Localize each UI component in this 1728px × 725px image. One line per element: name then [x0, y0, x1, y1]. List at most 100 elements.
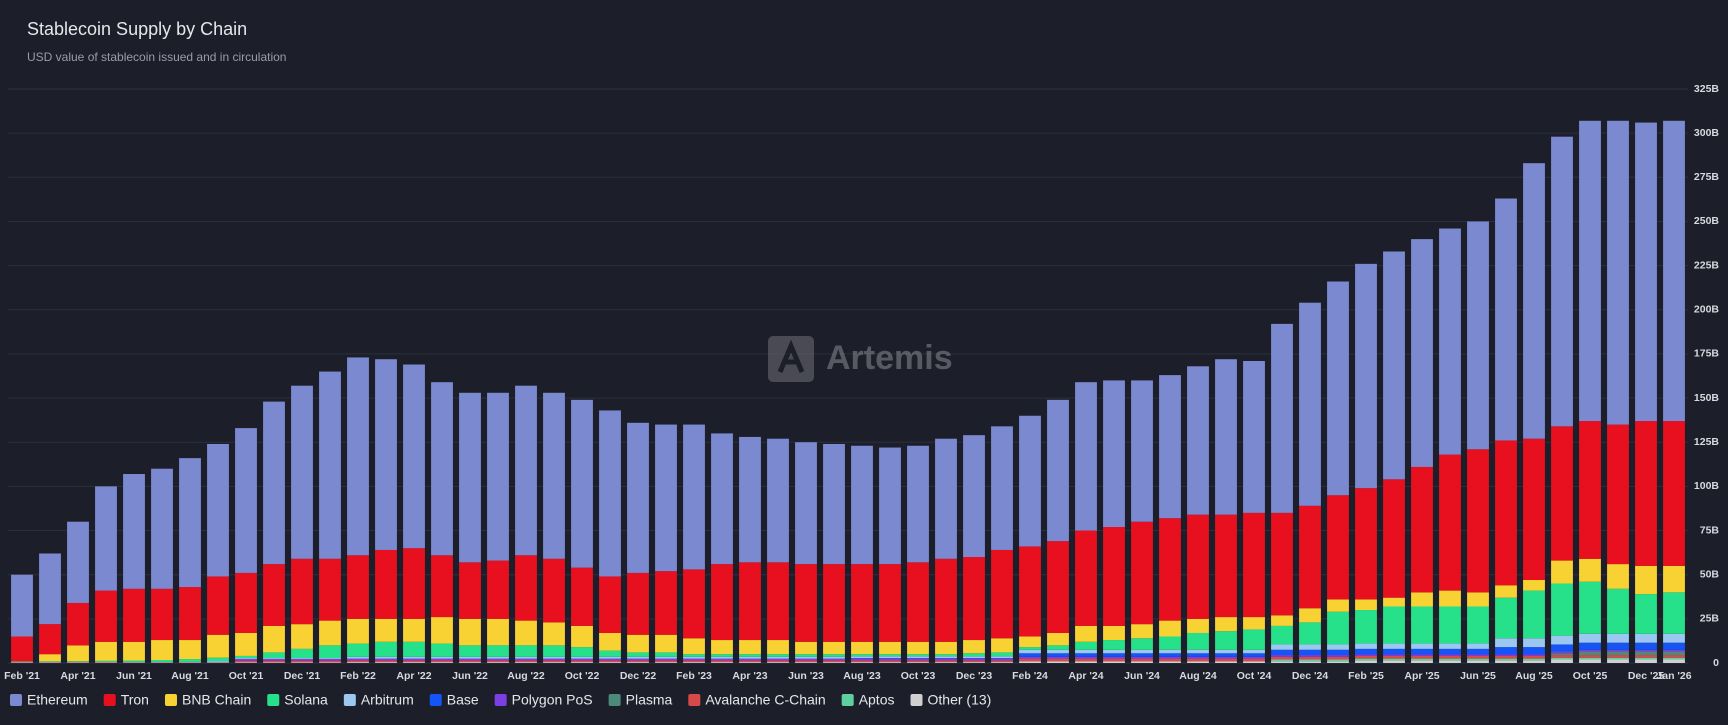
- bar-segment: [459, 662, 481, 663]
- bar-segment: [1411, 467, 1433, 592]
- bar-segment: [879, 656, 901, 658]
- bar-segment: [1271, 657, 1293, 660]
- bar-segment: [1047, 650, 1069, 654]
- bar-segment: [879, 564, 901, 642]
- bar-segment: [67, 522, 89, 603]
- y-tick-label: 200B: [1694, 304, 1720, 316]
- bar-segment: [683, 660, 705, 662]
- bar-segment: [711, 433, 733, 564]
- bar-segment: [1355, 644, 1377, 649]
- bar-segment: [655, 657, 677, 659]
- bar-segment: [1215, 515, 1237, 617]
- bar-segment: [235, 428, 257, 573]
- bar-segment: [795, 657, 817, 659]
- bar-segment: [1439, 654, 1461, 656]
- bar-segment: [907, 642, 929, 654]
- bar-segment: [1131, 638, 1153, 649]
- x-tick-label: Jun '23: [788, 670, 824, 682]
- bar-segment: [179, 659, 201, 662]
- bar-segment: [655, 635, 677, 653]
- bar-segment: [1215, 650, 1237, 654]
- bar-segment: [655, 652, 677, 656]
- bar-segment: [515, 386, 537, 556]
- x-tick-label: Apr '21: [60, 670, 95, 682]
- bar-segment: [963, 435, 985, 557]
- bar-segment: [1495, 647, 1517, 654]
- bar-segment: [683, 425, 705, 570]
- bar-segment: [1607, 655, 1629, 658]
- bar-segment: [851, 642, 873, 654]
- bar-segment: [1607, 121, 1629, 425]
- bar-segment: [1635, 421, 1657, 566]
- bar-segment: [291, 661, 313, 663]
- bar-segment: [571, 400, 593, 568]
- x-tick-label: Feb '25: [1348, 670, 1384, 682]
- bar-segment: [851, 659, 873, 661]
- bar-segment: [991, 426, 1013, 550]
- bar-segment: [935, 559, 957, 642]
- bar-segment: [1243, 657, 1265, 659]
- bar-segment: [655, 425, 677, 572]
- bar-segment: [627, 659, 649, 661]
- bar-segment: [1663, 659, 1685, 663]
- chart-title: Stablecoin Supply by Chain: [27, 19, 247, 39]
- legend-label: Base: [447, 692, 479, 708]
- bar-segment: [1635, 655, 1657, 658]
- x-tick-label: Aug '25: [1515, 670, 1553, 682]
- bar-segment: [795, 662, 817, 663]
- bar-segment: [1271, 644, 1293, 649]
- bar-segment: [1075, 626, 1097, 642]
- bar-segment: [1103, 380, 1125, 527]
- x-tick-label: Feb '23: [676, 670, 712, 682]
- bar-segment: [459, 645, 481, 656]
- bar-segment: [1635, 594, 1657, 634]
- bar-segment: [1523, 580, 1545, 591]
- bar-segment: [1607, 634, 1629, 643]
- bar-segment: [1243, 650, 1265, 654]
- bar-segment: [571, 660, 593, 662]
- legend-swatch: [609, 694, 621, 706]
- bar-segment: [39, 654, 61, 661]
- y-tick-label: 325B: [1694, 83, 1720, 95]
- bar-segment: [1215, 653, 1237, 657]
- bar-segment: [515, 659, 537, 661]
- bar-segment: [627, 660, 649, 662]
- bar-segment: [319, 658, 341, 659]
- x-tick-label: Apr '24: [1068, 670, 1103, 682]
- bar-segment: [1159, 621, 1181, 637]
- bar-segment: [1495, 440, 1517, 585]
- bar-segment: [711, 640, 733, 654]
- bar-segment: [39, 624, 61, 654]
- bar-segment: [1663, 566, 1685, 592]
- bar-segment: [1075, 661, 1097, 663]
- bar-segment: [1271, 324, 1293, 513]
- bar-segment: [431, 659, 453, 661]
- bar-segment: [1159, 659, 1181, 662]
- bar-segment: [1327, 661, 1349, 663]
- bar-segment: [1019, 637, 1041, 648]
- bar-segment: [767, 660, 789, 662]
- bar-segment: [1607, 643, 1629, 650]
- bar-segment: [1075, 657, 1097, 659]
- bar-segment: [795, 564, 817, 642]
- bar-segment: [1103, 527, 1125, 626]
- bar-segment: [95, 662, 117, 663]
- bar-segment: [1383, 660, 1405, 663]
- bar-segment: [991, 550, 1013, 638]
- bar-segment: [1215, 659, 1237, 662]
- bar-segment: [879, 448, 901, 565]
- bar-segment: [151, 660, 173, 662]
- bar-segment: [1439, 606, 1461, 643]
- bar-segment: [571, 626, 593, 647]
- bar-segment: [123, 662, 145, 663]
- bar-segment: [1579, 121, 1601, 421]
- bar-segment: [767, 657, 789, 659]
- bar-segment: [907, 446, 929, 563]
- bar-segment: [991, 652, 1013, 656]
- bar-segment: [291, 649, 313, 658]
- y-tick-label: 300B: [1694, 127, 1720, 139]
- bar-segment: [291, 658, 313, 659]
- bar-segment: [1467, 221, 1489, 449]
- bar-segment: [431, 660, 453, 662]
- bar-segment: [1103, 657, 1125, 659]
